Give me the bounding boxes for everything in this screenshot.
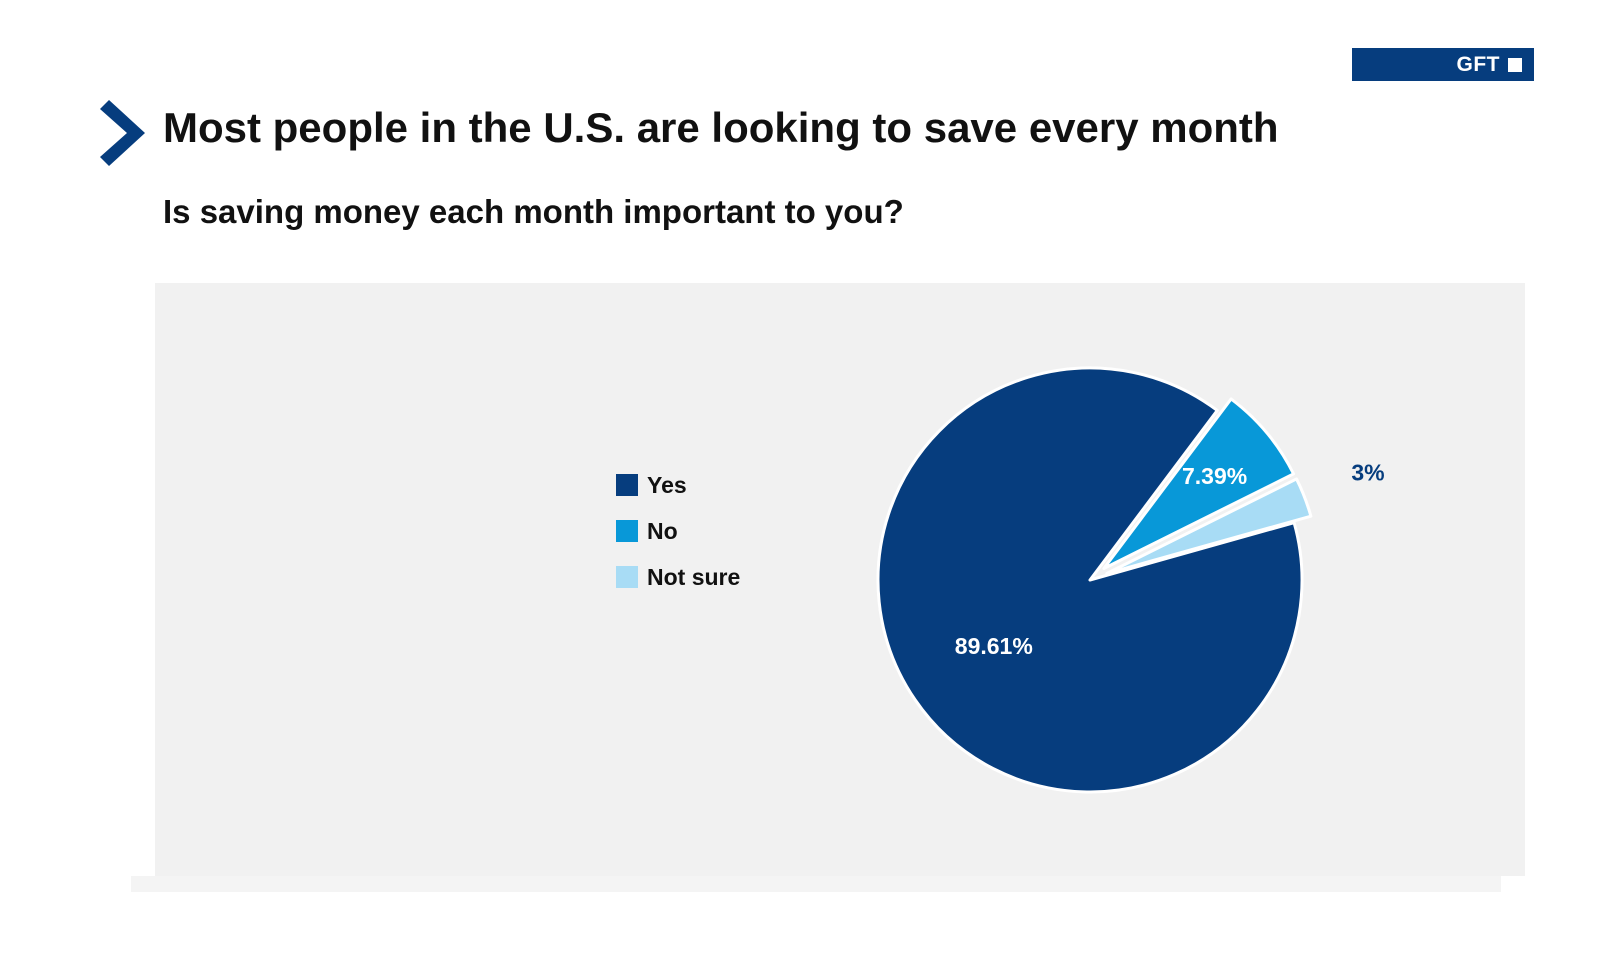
data-label-no: 7.39%: [1182, 463, 1247, 489]
legend-swatch-yes: [616, 474, 638, 496]
chart-legend: Yes No Not sure: [616, 462, 740, 600]
legend-item-no: No: [616, 508, 740, 554]
brand-logo: GFT: [1352, 48, 1534, 81]
pie-slice-not-sure: [1105, 477, 1313, 576]
logo-square-icon: [1508, 57, 1522, 72]
legend-label-no: No: [647, 517, 678, 544]
page-subtitle: Is saving money each month important to …: [163, 193, 904, 230]
legend-swatch-not-sure: [616, 566, 638, 588]
legend-item-yes: Yes: [616, 462, 740, 508]
legend-item-not-sure: Not sure: [616, 554, 740, 600]
data-label-not-sure: 3%: [1351, 460, 1384, 486]
chevron-right-icon: [100, 100, 145, 166]
legend-swatch-no: [616, 520, 638, 542]
chart-panel-shadow: [131, 876, 1501, 892]
data-label-yes: 89.61%: [955, 633, 1033, 659]
page-title: Most people in the U.S. are looking to s…: [163, 104, 1279, 151]
legend-label-not-sure: Not sure: [647, 563, 741, 590]
pie-slice-no: [1102, 397, 1296, 570]
brand-logo-text: GFT: [1456, 52, 1500, 76]
legend-label-yes: Yes: [647, 471, 687, 498]
pie-slice-yes: [876, 366, 1304, 794]
